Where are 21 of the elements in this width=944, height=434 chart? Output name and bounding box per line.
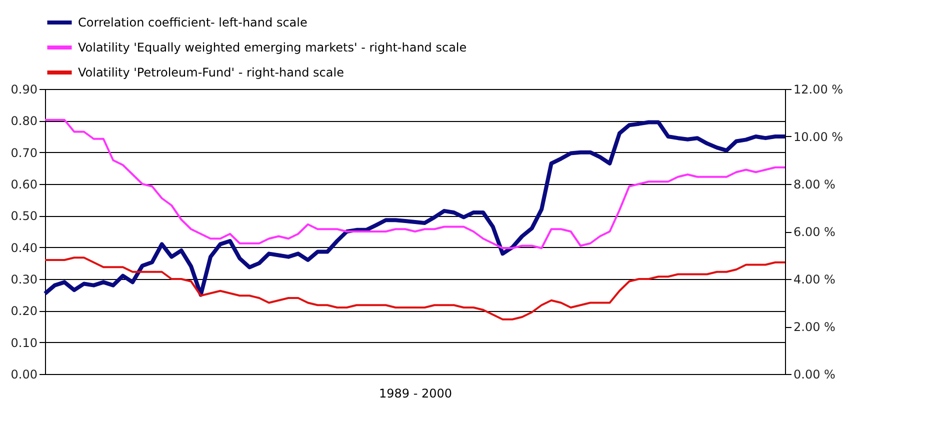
y-tick-label: 0.00 bbox=[10, 368, 38, 382]
y2-tick-label: 6.00 % bbox=[794, 225, 836, 239]
legend-label: Volatility 'Equally weighted emerging markets' - right-hand scale bbox=[78, 40, 467, 54]
y-tick-label: 0.40 bbox=[10, 240, 38, 255]
y-tick-label: 0.20 bbox=[10, 304, 38, 318]
y2-tick-label: 4.00 % bbox=[794, 272, 836, 286]
y2-tick-label: 10.00 % bbox=[794, 130, 844, 144]
y2-tick-label: 8.00 % bbox=[794, 178, 836, 192]
y-tick-label: 0.60 bbox=[10, 178, 38, 192]
y-tick-label: 0.80 bbox=[10, 114, 38, 128]
legend-label: Correlation coefficient- left-hand scale bbox=[78, 16, 308, 30]
y2-tick-label: 12.00 % bbox=[794, 82, 844, 96]
y-tick-label: 0.30 bbox=[10, 272, 38, 286]
x-axis-title: 1989 - 2000 bbox=[378, 386, 452, 400]
y2-tick-label: 2.00 % bbox=[794, 320, 836, 334]
y2-tick-label: 0.00 % bbox=[794, 368, 836, 382]
y-tick-label: 0.70 bbox=[10, 146, 38, 160]
y-tick-label: 0.50 bbox=[10, 209, 38, 224]
y-tick-label: 0.10 bbox=[10, 336, 38, 350]
legend-label: Volatility 'Petroleum-Fund' - right-hand scale bbox=[78, 66, 344, 80]
y-tick-label: 0.90 bbox=[10, 82, 38, 96]
